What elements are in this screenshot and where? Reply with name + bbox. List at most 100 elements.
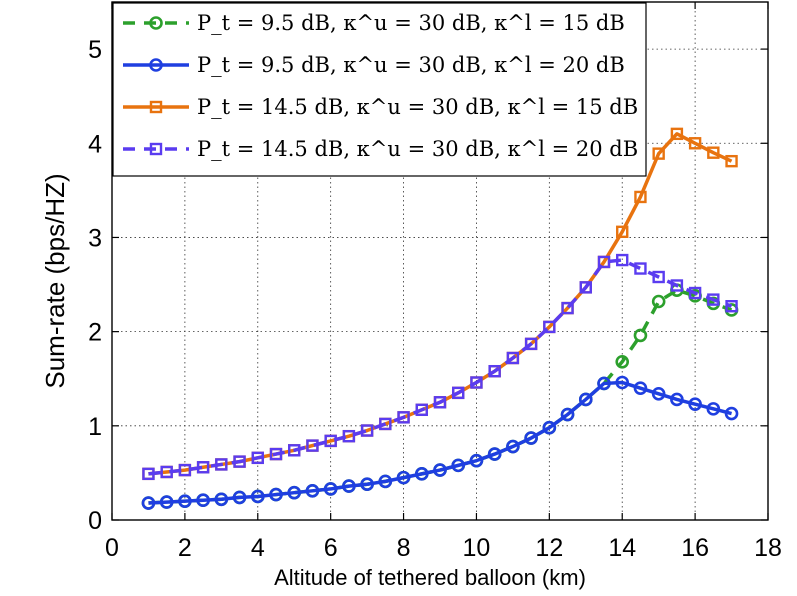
data-point	[578, 392, 593, 407]
data-point	[725, 154, 738, 168]
data-point	[379, 417, 392, 431]
data-point	[707, 293, 720, 306]
data-point	[560, 407, 575, 422]
y-tick-label: 0	[88, 507, 102, 535]
legend-label: P_t = 9.5 dB, κ^u = 30 dB, κ^l = 20 dB	[197, 53, 625, 77]
data-point	[214, 492, 229, 507]
data-point	[287, 485, 302, 500]
y-tick-label: 2	[88, 319, 102, 347]
data-point	[670, 279, 684, 292]
data-point	[597, 255, 611, 269]
data-point	[159, 495, 174, 509]
data-point	[597, 376, 611, 391]
data-point	[634, 262, 647, 275]
data-point	[141, 496, 156, 510]
y-tick-label: 3	[88, 224, 102, 252]
data-point	[724, 406, 739, 421]
y-tick-label: 4	[88, 130, 102, 158]
legend-entry-3: P_t = 14.5 dB, κ^u = 30 dB, κ^l = 15 dB	[123, 95, 638, 119]
data-point	[561, 301, 574, 315]
data-point	[360, 477, 374, 492]
x-axis-label: Altitude of tethered balloon (km)	[274, 565, 586, 590]
data-point	[233, 455, 246, 468]
x-tick-label: 12	[535, 534, 563, 562]
data-point	[396, 470, 411, 485]
series-line	[148, 288, 733, 505]
x-tick-label: 16	[681, 534, 709, 562]
legend: P_t = 9.5 dB, κ^u = 30 dB, κ^l = 15 dB P_…	[112, 2, 647, 177]
y-tick-label: 5	[88, 36, 102, 64]
data-point	[524, 431, 538, 445]
data-point	[433, 463, 447, 477]
legend-label: P_t = 14.5 dB, κ^u = 30 dB, κ^l = 20 dB	[197, 137, 638, 161]
data-point	[506, 439, 520, 454]
data-point	[651, 386, 666, 401]
data-point	[615, 375, 630, 390]
data-point	[670, 392, 684, 407]
data-point	[688, 286, 702, 300]
data-point	[633, 381, 648, 395]
x-tick-label: 4	[251, 534, 265, 562]
data-point	[670, 127, 684, 141]
legend-marker	[149, 100, 163, 114]
data-point	[269, 447, 283, 461]
x-tick-label: 2	[178, 534, 192, 562]
data-point	[524, 337, 538, 351]
data-point	[543, 320, 556, 334]
x-tick-label: 10	[463, 534, 491, 562]
data-point	[360, 424, 374, 437]
data-point	[706, 402, 721, 416]
data-point	[506, 351, 520, 365]
data-point	[232, 490, 247, 505]
data-point	[451, 458, 466, 473]
data-point	[178, 494, 192, 508]
data-point	[688, 397, 702, 411]
data-point	[397, 411, 410, 424]
data-point	[652, 147, 665, 160]
data-point	[452, 386, 465, 400]
data-point	[215, 458, 228, 471]
data-point	[616, 225, 629, 239]
data-point	[415, 403, 428, 417]
legend-entry-2: P_t = 9.5 dB, κ^u = 30 dB, κ^l = 20 dB	[123, 53, 625, 77]
legend-marker	[149, 58, 163, 72]
x-tick-label: 6	[324, 534, 338, 562]
data-point	[707, 146, 720, 159]
legend-entry-4: P_t = 14.5 dB, κ^u = 30 dB, κ^l = 20 dB	[123, 137, 638, 161]
data-point	[652, 270, 665, 284]
data-point	[634, 190, 647, 204]
data-point	[579, 281, 592, 294]
data-point	[615, 354, 630, 369]
data-point	[470, 376, 483, 389]
data-point	[305, 484, 320, 498]
legend-marker	[149, 142, 163, 156]
data-point	[323, 482, 338, 496]
x-tick-label: 18	[754, 534, 782, 562]
legend-marker	[149, 16, 163, 30]
data-point	[469, 453, 484, 468]
data-point	[651, 294, 666, 309]
data-point	[196, 493, 210, 508]
x-tick-label: 14	[608, 534, 636, 562]
data-point	[324, 434, 337, 448]
data-point	[378, 474, 393, 489]
data-point	[342, 479, 356, 493]
data-point	[433, 396, 447, 409]
plot-series	[141, 127, 739, 510]
data-point	[250, 489, 265, 504]
y-axis-label: Sum-rate (bps/HZ)	[40, 173, 70, 388]
data-point	[251, 451, 264, 465]
legend-label: P_t = 9.5 dB, κ^u = 30 dB, κ^l = 15 dB	[197, 11, 625, 35]
data-point	[616, 253, 629, 267]
data-point	[633, 328, 648, 343]
y-tick-label: 1	[88, 413, 102, 441]
series-2	[141, 375, 739, 510]
data-point	[487, 447, 502, 461]
data-point	[196, 461, 210, 474]
x-tick-label: 8	[397, 534, 411, 562]
data-point	[414, 467, 429, 481]
axes-frame	[111, 1, 769, 521]
legend-entry-1: P_t = 9.5 dB, κ^u = 30 dB, κ^l = 15 dB	[123, 11, 625, 35]
